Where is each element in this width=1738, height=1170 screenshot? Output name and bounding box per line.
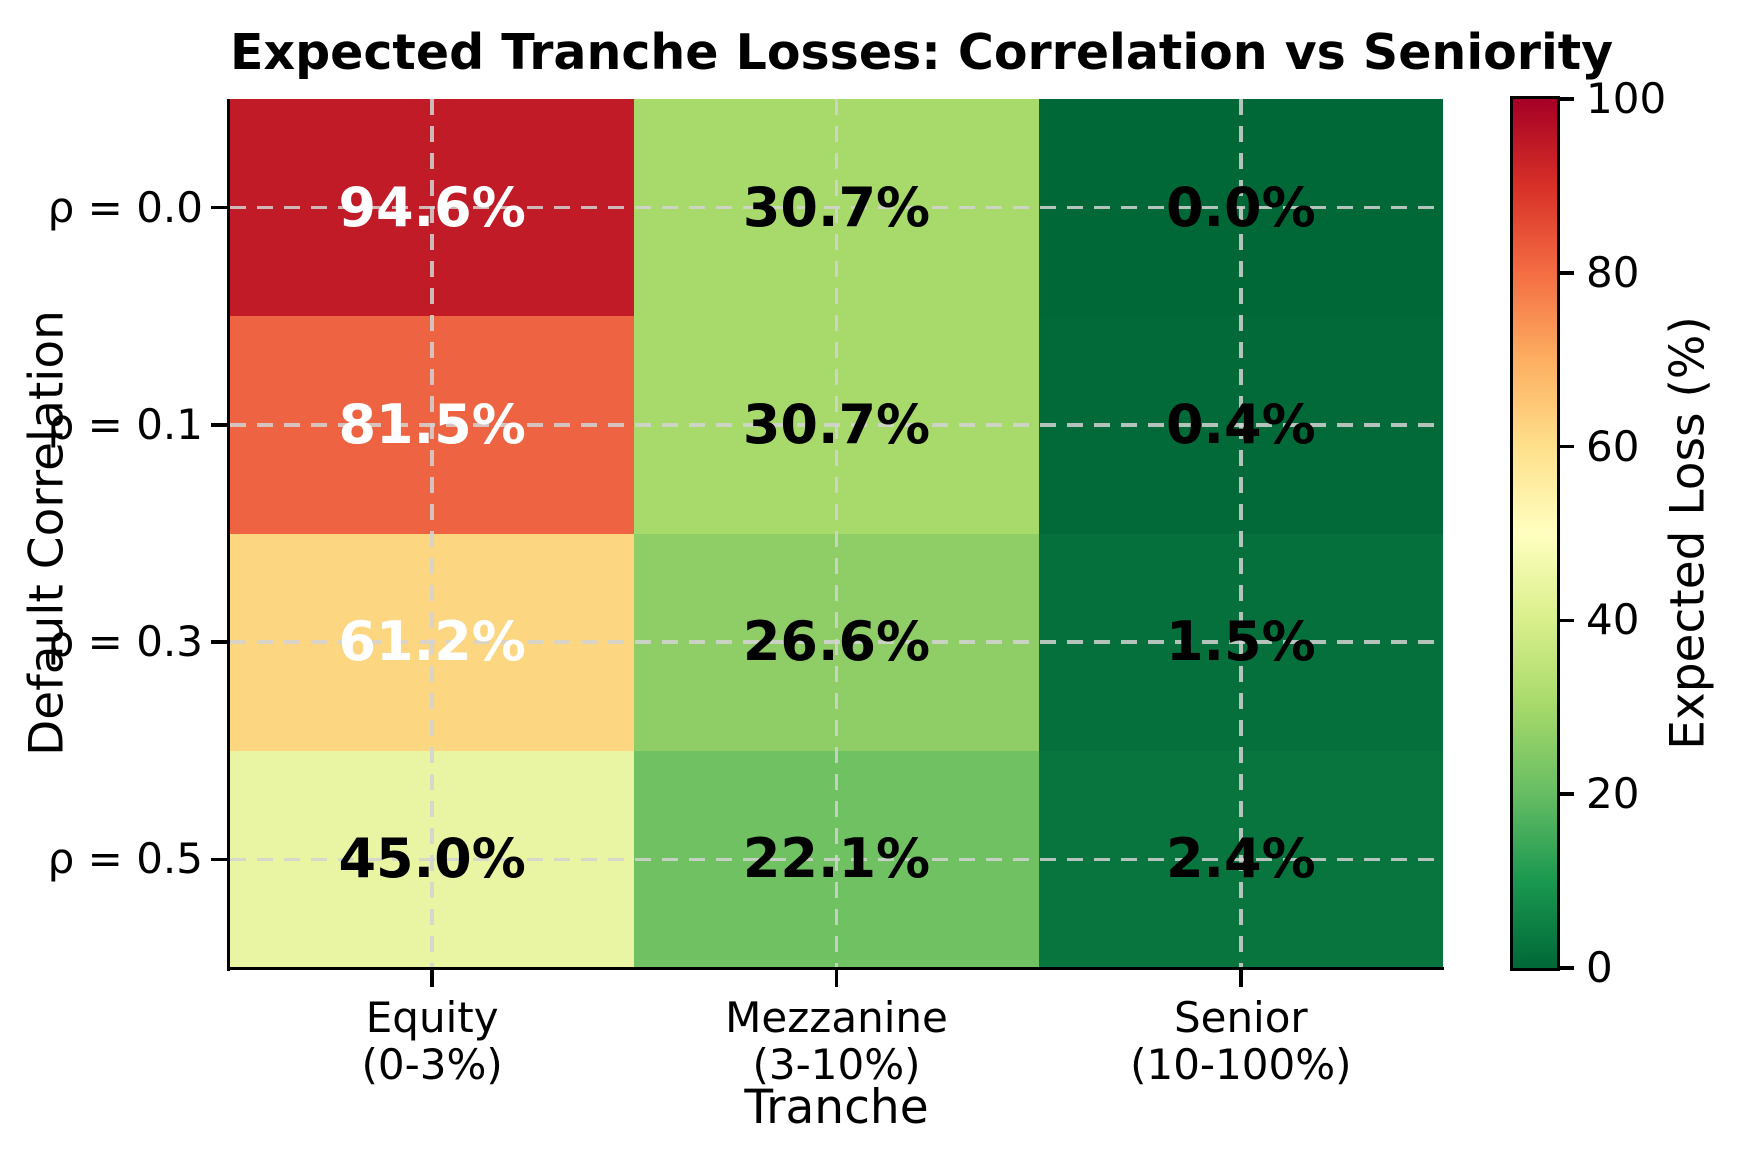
heatmap-cell-value: 26.6% (742, 610, 931, 674)
x-tick-label-line: Senior (1173, 993, 1308, 1042)
axis-spine-bottom (226, 966, 1444, 970)
heatmap-cell-value: 0.0% (1165, 175, 1316, 239)
gridline-vertical (430, 99, 434, 968)
y-tick-mark (211, 423, 228, 427)
x-tick-mark (834, 970, 839, 987)
x-tick-label-line: (3-10%) (752, 1040, 921, 1089)
colorbar-tick-label: 100 (1586, 74, 1667, 123)
colorbar-tick-label: 0 (1586, 943, 1613, 992)
x-axis-label: Tranche (744, 1080, 929, 1135)
y-tick-label: ρ = 0.5 (47, 834, 203, 884)
axis-spine-left (226, 99, 230, 971)
y-tick-label: ρ = 0.3 (47, 617, 203, 667)
colorbar-tick-mark (1559, 97, 1574, 101)
colorbar-tick-mark (1559, 792, 1574, 796)
x-tick-mark (1239, 970, 1243, 987)
chart-title: Expected Tranche Losses: Correlation vs … (230, 24, 1614, 81)
heatmap-cell-value: 30.7% (742, 392, 931, 456)
x-tick-label-line: (0-3%) (361, 1040, 503, 1089)
colorbar-tick-mark (1559, 444, 1574, 449)
gridline-vertical (1239, 99, 1243, 968)
colorbar-tick-label: 40 (1586, 595, 1640, 645)
y-tick-mark (211, 857, 228, 862)
y-tick-label: ρ = 0.0 (47, 182, 203, 232)
colorbar-tick-mark (1559, 271, 1574, 275)
heatmap-cell-value: 0.4% (1165, 392, 1316, 456)
x-tick-label: Equity (0-3%) (230, 994, 634, 1088)
x-tick-label-line: Equity (365, 993, 499, 1042)
heatmap-cell-value: 61.2% (338, 610, 526, 674)
x-tick-mark (430, 970, 434, 987)
heatmap-cell-value: 45.0% (338, 827, 526, 891)
heatmap-cell-value: 2.4% (1165, 827, 1316, 891)
colorbar-tick-mark (1559, 618, 1574, 623)
gridline-vertical (834, 99, 839, 968)
x-tick-label: Mezzanine (3-10%) (635, 994, 1039, 1088)
x-tick-label-line: (10-100%) (1130, 1040, 1352, 1089)
colorbar-tick-label: 80 (1586, 247, 1640, 297)
heatmap-cell-value: 94.6% (338, 175, 526, 239)
heatmap-cell-value: 30.7% (742, 175, 931, 239)
colorbar-tick-label: 60 (1586, 421, 1640, 471)
heatmap-cell-value: 22.1% (742, 827, 931, 891)
colorbar-tick-mark (1559, 966, 1574, 970)
colorbar (1510, 96, 1560, 971)
y-tick-mark (211, 640, 228, 644)
heatmap-cell-value: 81.5% (338, 392, 526, 456)
x-tick-label: Senior (10-100%) (1039, 994, 1443, 1088)
colorbar-tick-label: 20 (1586, 769, 1640, 819)
x-tick-label-line: Mezzanine (725, 993, 948, 1042)
y-tick-mark (211, 205, 228, 210)
y-tick-label: ρ = 0.1 (47, 399, 203, 449)
heatmap-cell-value: 1.5% (1165, 610, 1316, 674)
